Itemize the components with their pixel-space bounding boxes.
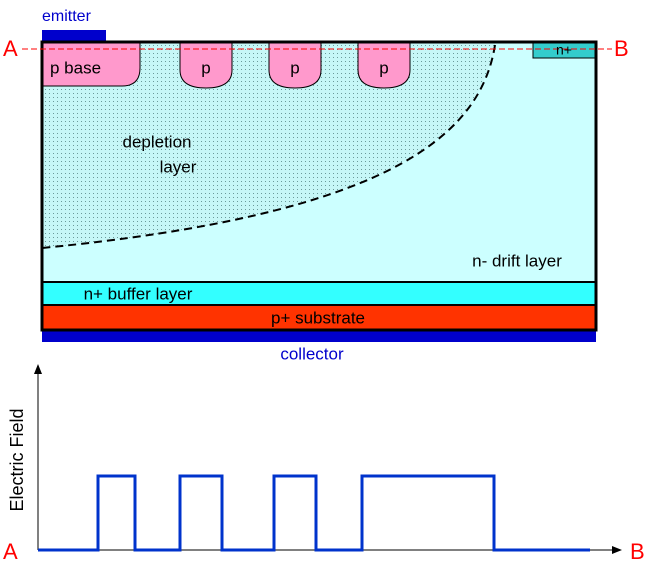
p-label: p <box>201 58 210 77</box>
p-well <box>268 42 322 89</box>
x-arrow <box>612 546 622 554</box>
collector-label: collector <box>280 344 344 363</box>
depletion-region <box>42 42 495 248</box>
n-plus-region <box>532 42 596 59</box>
depletion-boundary <box>41 44 496 249</box>
depletion-label: layer <box>160 157 197 176</box>
graph-end: B <box>630 539 645 564</box>
p-label: p <box>379 58 388 77</box>
point-a: A <box>3 36 18 61</box>
p-well <box>179 42 233 89</box>
field-profile <box>38 474 590 552</box>
graph-start: A <box>3 539 18 564</box>
y-axis-label: Electric Field <box>7 408 27 511</box>
p-base <box>42 42 141 87</box>
buffer-label: n+ buffer layer <box>84 284 193 303</box>
collector-contact <box>42 330 596 342</box>
depletion-label: depletion <box>122 132 191 151</box>
p-well <box>357 42 411 89</box>
point-b: B <box>614 36 629 61</box>
y-arrow <box>34 364 42 374</box>
p-label: p <box>290 58 299 77</box>
p-base-label: p base <box>50 58 101 77</box>
drift-label: n- drift layer <box>472 251 562 270</box>
n-plus-label: n+ <box>556 42 572 58</box>
emitter-contact <box>42 30 106 42</box>
device-outline <box>40 40 598 332</box>
emitter-label: emitter <box>42 8 92 25</box>
substrate-label: p+ substrate <box>271 308 365 327</box>
